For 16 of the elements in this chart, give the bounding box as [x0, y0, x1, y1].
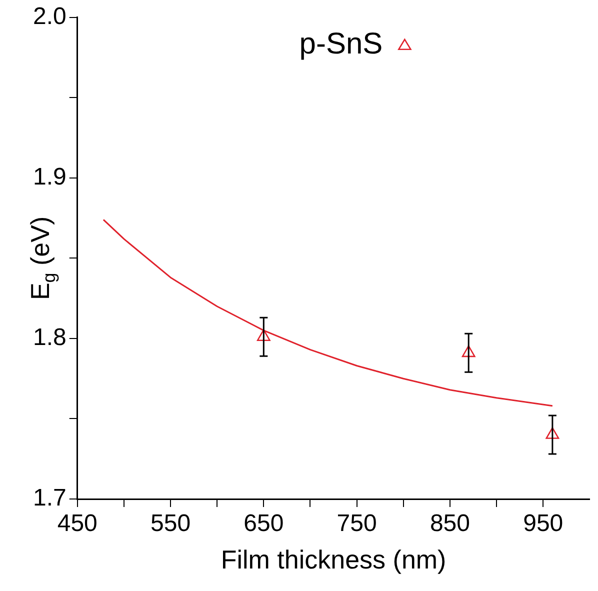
legend-label: p-SnS: [299, 28, 383, 61]
x-tick-label: 750: [336, 510, 377, 538]
y-tick-label: 1.9: [32, 164, 66, 191]
y-tick-label: 1.8: [32, 324, 66, 352]
point: [546, 427, 560, 439]
x-tick-label: 450: [57, 510, 98, 538]
x-tick-label: 650: [244, 510, 284, 538]
x-tick-label: 850: [430, 510, 470, 538]
y-tick-label: 2.0: [32, 3, 66, 30]
y-axis-title: Eg (eV): [25, 216, 59, 300]
x-tick-label: 550: [150, 510, 191, 538]
x-tick-label: 950: [523, 510, 564, 538]
point: [256, 329, 270, 342]
point: [462, 345, 476, 358]
y-tick-label: 1.7: [32, 484, 66, 512]
x-axis-title: Film thickness (nm): [220, 544, 446, 575]
